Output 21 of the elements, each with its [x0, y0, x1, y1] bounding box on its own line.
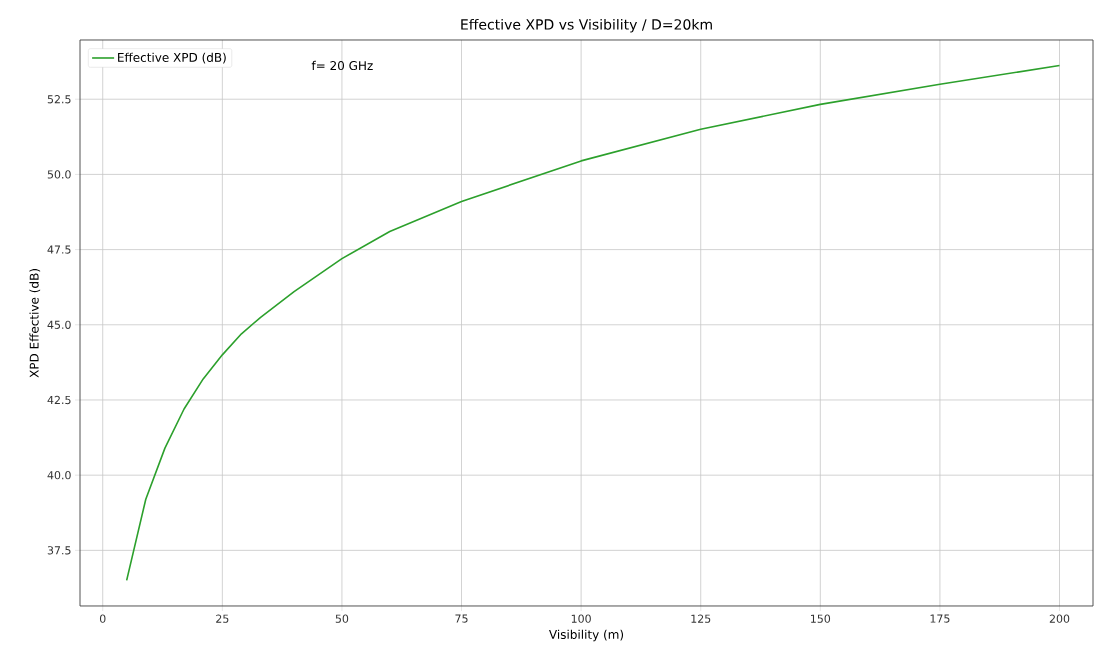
chart-title: Effective XPD vs Visibility / D=20km — [461, 18, 712, 33]
x-tick-label: 175 — [930, 614, 950, 623]
y-tick-label: 42.5 — [47, 395, 71, 405]
x-tick-label: 200 — [1049, 614, 1070, 623]
x-axis-title: Visibility (m) — [549, 629, 624, 642]
y-tick-label: 37.5 — [47, 546, 71, 555]
x-tick-label: 50 — [335, 614, 349, 623]
y-tick-label: 45.0 — [47, 320, 71, 329]
annotation: f= 20 GHz — [311, 60, 373, 71]
x-tick-label: 150 — [811, 614, 831, 623]
y-tick-label: 52.5 — [47, 95, 71, 104]
y-tick-label: 47.5 — [47, 245, 71, 254]
y-tick-label: 40.0 — [47, 471, 71, 480]
x-tick-label: 0 — [99, 614, 106, 623]
legend-label: Effective XPD (dB) — [118, 52, 226, 64]
x-tick-label: 75 — [455, 614, 468, 623]
y-tick-label: 50.0 — [47, 170, 71, 179]
x-tick-label: 100 — [571, 614, 591, 623]
x-tick-label: 25 — [216, 614, 229, 623]
y-axis-title: XPD Effective (dB) — [29, 269, 41, 378]
x-tick-label: 125 — [691, 614, 711, 623]
